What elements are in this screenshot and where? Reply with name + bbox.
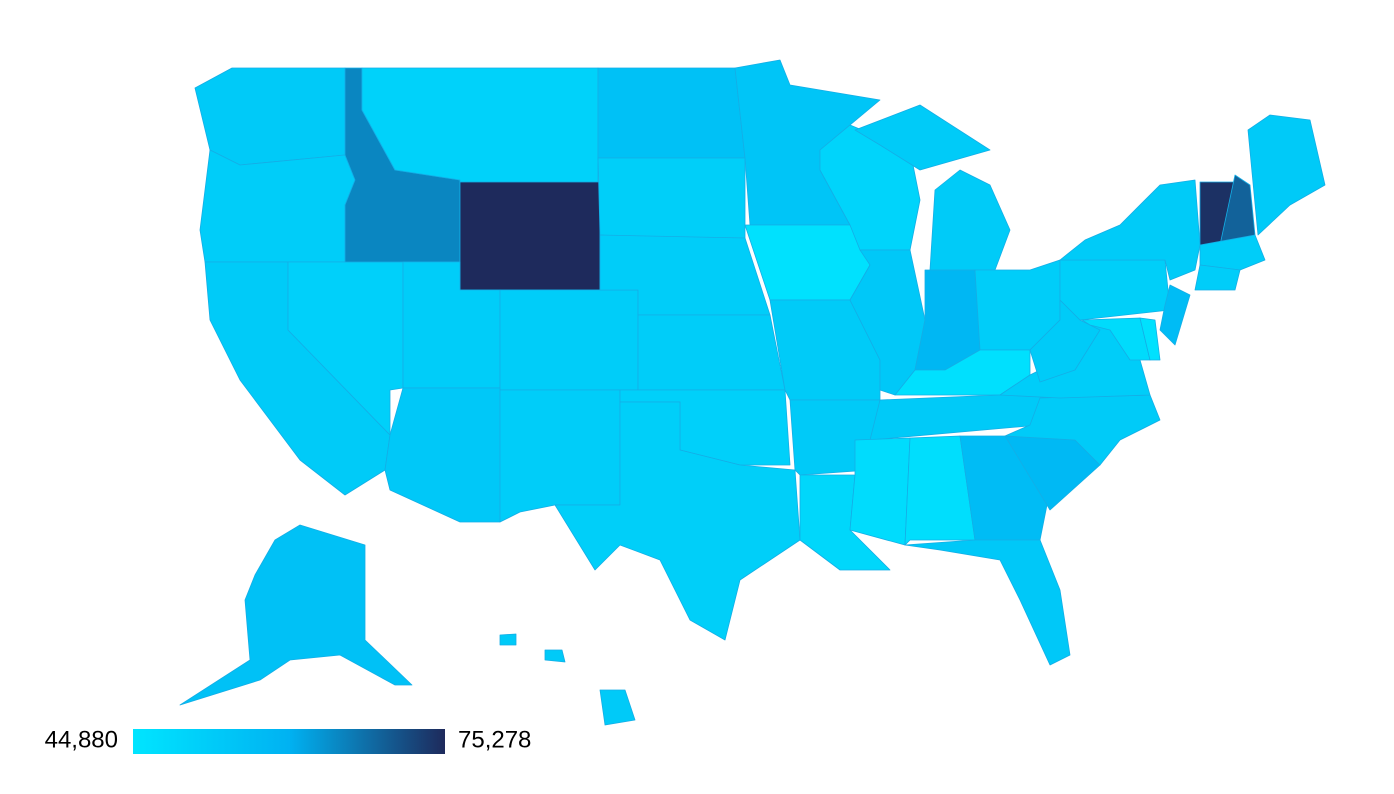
state <box>199 149 356 263</box>
state <box>499 633 636 726</box>
state <box>1059 259 1171 321</box>
state <box>597 157 746 246</box>
state <box>194 67 346 166</box>
state <box>361 67 599 183</box>
state <box>179 524 413 706</box>
state <box>459 181 601 291</box>
state <box>499 389 621 523</box>
state <box>1059 179 1201 281</box>
state <box>1159 284 1191 346</box>
state <box>914 269 981 371</box>
color-legend-bar <box>133 729 445 754</box>
state <box>384 387 501 523</box>
state <box>959 435 1051 541</box>
state <box>499 289 639 391</box>
state <box>904 435 976 546</box>
state <box>744 224 871 301</box>
legend-min-label: 44,880 <box>45 726 118 753</box>
state <box>554 401 801 641</box>
state <box>849 437 911 546</box>
state <box>849 249 926 396</box>
state <box>1139 317 1161 361</box>
state <box>1194 264 1241 291</box>
state <box>904 539 1071 666</box>
state <box>1199 234 1266 271</box>
legend-max-label: 75,278 <box>458 726 531 753</box>
state <box>1247 114 1326 236</box>
state <box>637 314 786 391</box>
state <box>597 67 746 159</box>
